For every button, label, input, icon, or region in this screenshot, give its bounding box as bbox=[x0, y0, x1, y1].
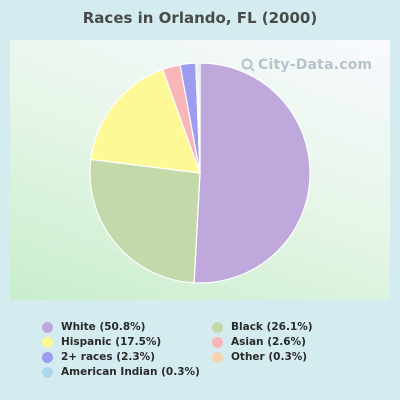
watermark-text: City-Data.com bbox=[258, 57, 373, 73]
pie-slice-1 bbox=[89, 158, 201, 284]
magnifier-icon bbox=[241, 58, 255, 72]
watermark: City-Data.com bbox=[241, 57, 372, 73]
pie-slice-6 bbox=[197, 62, 201, 174]
chart-title: Races in Orlando, FL (2000) bbox=[82, 9, 318, 27]
pie-slice-0 bbox=[193, 62, 311, 284]
pie-slice-2 bbox=[90, 68, 201, 174]
